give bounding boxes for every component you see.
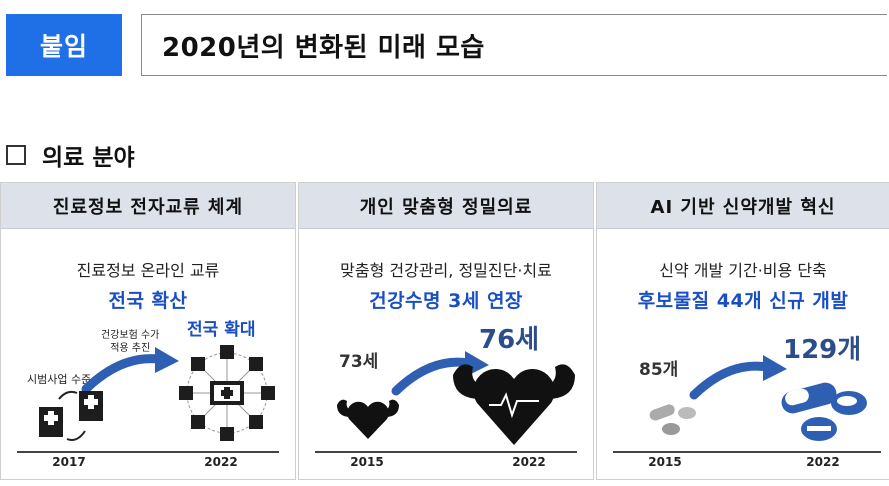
year-end: 2022: [204, 455, 238, 469]
year-start: 2015: [350, 455, 384, 469]
panel-heading: 개인 맞춤형 정밀의료: [299, 183, 593, 229]
pill-icon: [781, 382, 867, 441]
pilot-label: 시범사업 수준: [27, 373, 92, 386]
timeline-axis: [315, 451, 577, 453]
pill-icon: [649, 404, 696, 435]
panel-highlight: 건강수명 3세 연장: [369, 290, 523, 312]
year-end: 2022: [512, 455, 546, 469]
panel-heading: AI 기반 신약개발 혁신: [597, 183, 889, 229]
page-title: 2020년의 변화된 미래 모습: [141, 14, 887, 76]
expand-label: 전국 확대: [187, 320, 256, 340]
panel-body: 진료정보 온라인 교류 전국 확산 건강보험 수가 적용 추진 전국 확대 시범…: [1, 229, 295, 479]
panel-body: 신약 개발 기간·비용 단축 후보물질 44개 신규 개발 85개 129개 2…: [597, 229, 889, 479]
growth-arrow-icon: [689, 355, 787, 400]
panel-heading: 진료정보 전자교류 체계: [1, 183, 295, 229]
value-end: 76세: [479, 325, 540, 355]
panel-subtitle: 신약 개발 기간·비용 단축: [659, 261, 827, 280]
strong-heart-icon: [453, 364, 575, 445]
panel-highlight: 전국 확산: [108, 290, 188, 312]
network-icon: [179, 345, 275, 441]
year-start: 2017: [52, 455, 86, 469]
attachment-badge: 붙임: [6, 14, 122, 76]
panel-body: 맞춤형 건강관리, 정밀진단·치료 건강수명 3세 연장 73세 76세 201…: [299, 229, 593, 479]
hospital-icon: [39, 390, 103, 441]
panel-subtitle: 맞춤형 건강관리, 정밀진단·치료: [340, 261, 552, 280]
year-start: 2015: [648, 455, 682, 469]
panel-highlight: 후보물질 44개 신규 개발: [637, 290, 849, 312]
panel-subtitle: 진료정보 온라인 교류: [76, 261, 220, 280]
timeline-axis: [613, 451, 881, 453]
growth-arrow-icon: [81, 347, 179, 394]
strong-heart-icon: [337, 399, 399, 439]
section-title-text: 의료 분야: [42, 145, 135, 171]
value-start: 85개: [639, 360, 679, 380]
panel-precision-medicine: 개인 맞춤형 정밀의료 맞춤형 건강관리, 정밀진단·치료 건강수명 3세 연장…: [298, 182, 594, 480]
panel-ai-drug-discovery: AI 기반 신약개발 혁신 신약 개발 기간·비용 단축 후보물질 44개 신규…: [596, 182, 889, 480]
value-end: 129개: [783, 335, 862, 365]
checkbox-icon: [6, 145, 26, 165]
year-end: 2022: [806, 455, 840, 469]
section-heading: 의료 분야: [6, 138, 135, 172]
insurance-label: 건강보험 수가 적용 추진: [101, 330, 160, 354]
value-start: 73세: [339, 352, 379, 372]
panel-medical-info-exchange: 진료정보 전자교류 체계 진료정보 온라인 교류 전국 확산 건강보험 수가 적…: [0, 182, 296, 480]
timeline-axis: [17, 451, 279, 453]
